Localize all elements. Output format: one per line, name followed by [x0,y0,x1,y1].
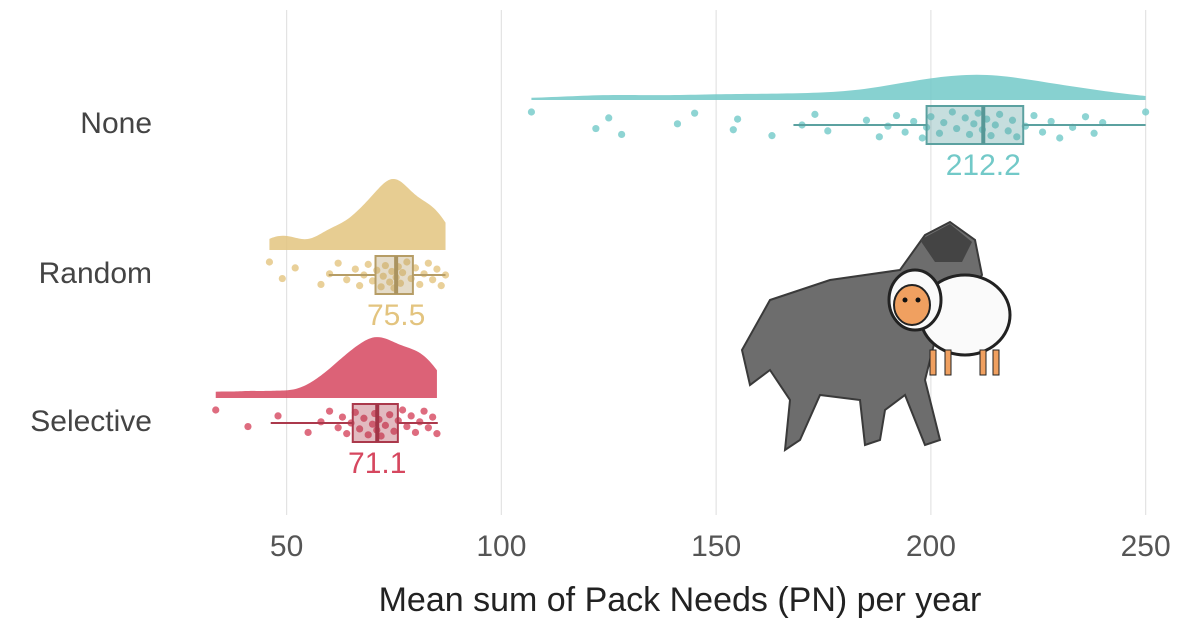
wolf-head [920,224,972,262]
data-point [420,270,428,278]
density-cloud [215,337,437,398]
data-point [433,265,441,273]
data-point [729,126,737,134]
data-point [244,422,252,431]
data-point [884,122,892,130]
sheep-leg [944,349,952,376]
data-point [527,108,536,116]
x-tick-label: 50 [270,530,303,563]
sheep-eye [915,297,921,303]
data-point [901,128,909,136]
data-point [1038,128,1047,136]
data-point [892,111,901,120]
data-point [768,132,776,140]
data-point [1090,129,1098,137]
data-point [1030,111,1038,120]
data-point [317,418,325,426]
data-point [1056,134,1064,142]
data-point [334,424,342,432]
data-point [403,422,411,431]
data-point [691,109,699,117]
data-point [265,258,274,266]
x-tick-label: 200 [906,530,956,563]
data-point [325,407,334,415]
data-point [429,413,437,421]
data-point [278,274,286,283]
data-point [420,407,428,415]
median-label: 212.2 [946,149,1021,182]
data-point [862,116,871,124]
data-point [918,134,926,142]
data-point [411,428,420,437]
data-point [429,276,437,284]
data-point [424,424,432,432]
data-point [368,277,377,285]
data-point [304,428,312,437]
data-point [733,115,742,123]
data-point [338,413,347,421]
sheep-leg [979,349,987,376]
box [925,105,1025,145]
plot [212,74,1150,443]
data-point [291,264,299,272]
category-label: None [80,107,152,140]
category-label: Random [39,257,152,290]
data-point [1047,117,1055,126]
data-point [416,418,424,426]
data-point [824,127,832,135]
data-point [212,406,220,414]
data-point [424,259,432,267]
data-point [343,430,351,438]
data-point [274,412,282,420]
median-label: 75.5 [367,299,425,332]
data-point [1142,108,1150,116]
data-point [356,282,364,290]
density-cloud [269,178,446,250]
data-point [437,282,445,290]
data-point [1081,113,1090,121]
sheep-eye [902,297,908,303]
data-point [398,406,407,414]
data-point [416,280,424,289]
category-label: Selective [30,405,152,438]
data-point [592,124,600,133]
x-axis-label: Mean sum of Pack Needs (PN) per year [379,581,982,619]
data-point [351,265,359,273]
data-point [364,260,372,268]
data-point [605,114,613,122]
data-point [433,430,441,438]
sheep-leg [929,349,937,376]
data-point [673,120,682,128]
x-tick-label: 150 [691,530,741,563]
data-point [875,133,883,141]
sheep-leg [992,349,1000,376]
data-point [317,280,325,289]
density-cloud [531,74,1146,100]
wolf-sheep-illustration [740,220,1012,453]
x-tick-label: 100 [476,530,526,563]
data-point [334,259,342,267]
median-label: 71.1 [348,447,406,480]
data-point [811,110,819,118]
data-point [618,130,626,139]
data-point [325,270,334,278]
data-point [407,412,415,420]
sheep-face [893,284,931,326]
data-point [343,276,351,284]
data-point [910,117,918,126]
x-tick-label: 250 [1121,530,1171,563]
